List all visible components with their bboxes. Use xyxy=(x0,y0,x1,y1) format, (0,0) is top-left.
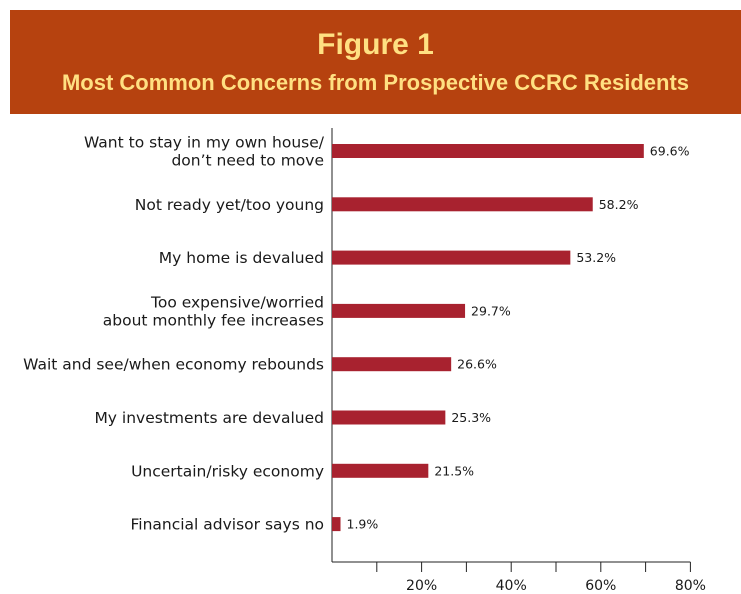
category-label-line: My investments are devalued xyxy=(94,409,324,427)
chart-subtitle: Most Common Concerns from Prospective CC… xyxy=(61,70,690,95)
x-tick-label: 60% xyxy=(585,578,616,594)
data-label: 1.9% xyxy=(347,517,379,532)
data-label: 25.3% xyxy=(451,410,491,425)
bar xyxy=(332,463,429,478)
bar xyxy=(332,517,341,532)
category-label: Want to stay in my own house/don’t need … xyxy=(84,134,325,170)
category-label-line: My home is devalued xyxy=(159,249,324,267)
bar xyxy=(332,144,644,158)
category-label: Too expensive/worried about monthly fee i… xyxy=(103,293,324,329)
data-label: 58.2% xyxy=(599,197,639,212)
chart-title: Figure 1 xyxy=(317,28,434,61)
category-label-line: Want to stay in my own house/ xyxy=(84,134,325,152)
data-label: 53.2% xyxy=(576,250,616,265)
category-label: Not ready yet/too young xyxy=(135,196,324,214)
bar xyxy=(332,357,452,372)
category-label-line: Wait and see/when economy rebounds xyxy=(23,356,324,374)
category-label-line: don’t need to move xyxy=(171,152,324,170)
data-label: 69.6% xyxy=(650,144,690,159)
x-tick-label: 40% xyxy=(496,578,527,594)
category-label-line: Uncertain/risky economy xyxy=(131,462,324,480)
category-label-line: Too expensive/worried xyxy=(150,293,324,311)
bar xyxy=(332,303,466,318)
category-label: Wait and see/when economy rebounds xyxy=(23,356,324,374)
category-label: My home is devalued xyxy=(159,249,324,267)
category-label: My investments are devalued xyxy=(94,409,324,427)
category-label-line: Financial advisor says no xyxy=(130,516,324,534)
bar xyxy=(332,250,571,265)
data-label: 26.6% xyxy=(457,357,497,372)
data-label: 21.5% xyxy=(434,463,474,478)
x-tick-label: 80% xyxy=(675,578,706,594)
bar xyxy=(332,197,593,212)
data-label: 29.7% xyxy=(471,303,511,318)
category-label-line: Not ready yet/too young xyxy=(135,196,324,214)
title-banner: Figure 1 Most Common Concerns from Prosp… xyxy=(10,10,741,114)
category-label: Uncertain/risky economy xyxy=(131,462,324,480)
category-label-line: about monthly fee increases xyxy=(103,311,324,329)
x-tick-label: 20% xyxy=(406,578,437,594)
category-label: Financial advisor says no xyxy=(130,516,324,534)
bar xyxy=(332,410,446,425)
